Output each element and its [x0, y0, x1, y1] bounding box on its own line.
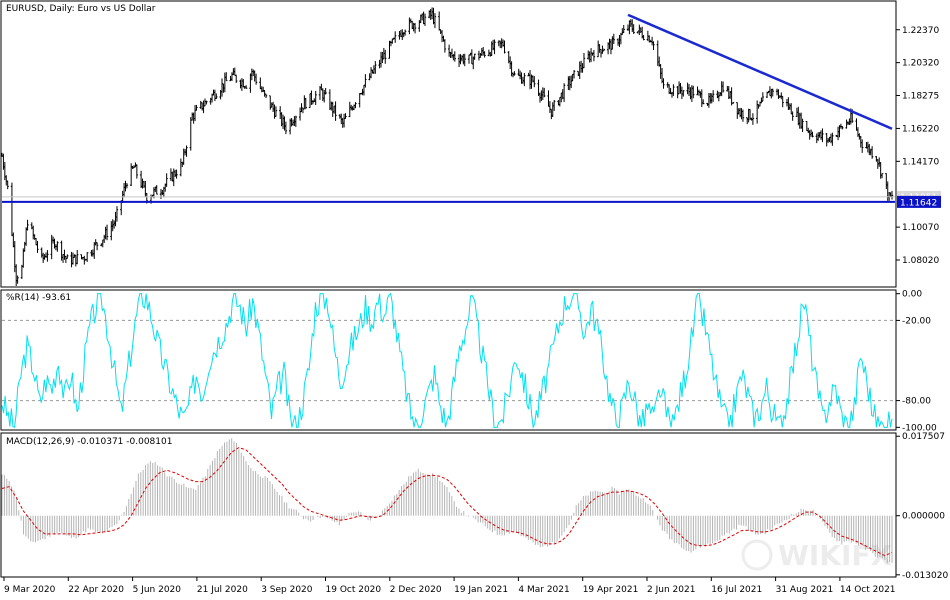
price-panel-frame [0, 0, 897, 288]
price-tick-label: 1.08020 [902, 256, 939, 266]
watermark-text: WIKIFX [778, 539, 893, 572]
price-tick-label: 1.14170 [902, 157, 939, 167]
x-tick-label: 5 Jun 2020 [133, 585, 182, 595]
x-tick-label: 31 Aug 2021 [776, 585, 834, 595]
price-panel-title: EURUSD, Daily: Euro vs US Dollar [6, 4, 156, 14]
williams-tick-label: -80.00 [902, 397, 931, 407]
williams-panel-frame [0, 289, 897, 431]
macd-tick-label: 0.017507 [902, 432, 945, 442]
williams-series [1, 292, 895, 430]
x-tick-label: 16 Jul 2021 [711, 585, 762, 595]
x-tick-label: 2 Jun 2021 [647, 585, 695, 595]
macd-series [1, 438, 893, 564]
price-series [0, 7, 895, 286]
x-tick-label: 14 Oct 2021 [840, 585, 896, 595]
current-price-label: 1.11642 [900, 198, 937, 208]
price-tick-label: 1.16220 [902, 124, 939, 134]
williams-panel-label: %R(14) -93.61 [6, 293, 71, 303]
macd-panel-frame [0, 432, 897, 578]
x-tick-label: 22 Apr 2020 [68, 585, 124, 595]
x-tick-label: 9 Mar 2020 [4, 585, 56, 595]
macd-tick-label: 0.000000 [902, 512, 945, 522]
x-tick-label: 3 Sep 2020 [261, 585, 313, 595]
williams-tick-label: 0.00 [902, 290, 922, 300]
x-tick-label: 4 Mar 2021 [518, 585, 569, 595]
macd-panel-label: MACD(12,26,9) -0.010371 -0.008101 [6, 437, 172, 447]
price-tick-label: 1.20320 [902, 59, 939, 69]
williams-tick-label: -20.00 [902, 316, 931, 326]
williams-line [1, 292, 893, 430]
macd-signal-line [1, 447, 893, 557]
axes: 1.22370 1.20320 1.18275 1.16220 1.14170 1.100… [3, 26, 948, 595]
macd-tick-label: -0.013020 [902, 571, 948, 581]
williams-tick-label: -100.00 [902, 423, 937, 433]
price-tick-label: 1.22370 [902, 26, 939, 36]
x-tick-label: 2 Dec 2020 [390, 585, 442, 595]
price-tick-label: 1.18275 [902, 91, 939, 101]
watermark: WIKIFX [741, 539, 893, 572]
x-tick-label: 19 Apr 2021 [583, 585, 639, 595]
resistance-trendline[interactable] [627, 13, 893, 130]
x-tick-label: 19 Jan 2021 [454, 585, 508, 595]
watermark-logo-icon [741, 539, 773, 571]
price-tick-label: 1.10070 [902, 223, 939, 233]
x-tick-label: 19 Oct 2020 [326, 585, 382, 595]
x-tick-label: 21 Jul 2020 [197, 585, 248, 595]
current-price-tag [897, 195, 941, 208]
